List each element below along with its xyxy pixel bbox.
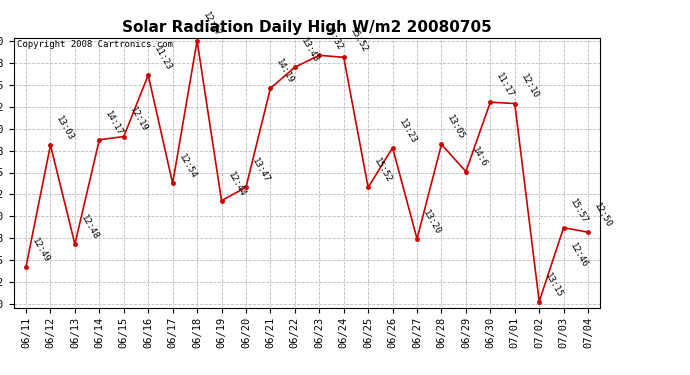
Text: 14:17: 14:17 [104, 109, 125, 137]
Text: 12:49: 12:49 [30, 236, 52, 264]
Text: 15:57: 15:57 [568, 197, 589, 225]
Title: Solar Radiation Daily High W/m2 20080705: Solar Radiation Daily High W/m2 20080705 [122, 20, 492, 35]
Text: 13:23: 13:23 [397, 117, 418, 145]
Text: 14:19: 14:19 [275, 58, 296, 86]
Text: 15:52: 15:52 [373, 157, 393, 184]
Text: 15:52: 15:52 [348, 27, 369, 54]
Text: Copyright 2008 Cartronics.com: Copyright 2008 Cartronics.com [17, 40, 172, 49]
Text: 12:10: 12:10 [519, 73, 540, 101]
Text: 11:17: 11:17 [495, 72, 515, 99]
Text: 13:15: 13:15 [543, 271, 564, 299]
Text: 13:47: 13:47 [250, 157, 271, 184]
Text: 12:50: 12:50 [592, 202, 613, 229]
Text: 13:03: 13:03 [55, 114, 76, 142]
Text: 13:43: 13:43 [299, 37, 320, 64]
Text: 13:20: 13:20 [421, 208, 442, 236]
Text: 12:19: 12:19 [128, 106, 149, 134]
Text: 14:6: 14:6 [470, 146, 489, 169]
Text: 12:46: 12:46 [568, 242, 589, 269]
Text: 12:44: 12:44 [226, 170, 247, 198]
Text: 11:23: 11:23 [152, 45, 174, 72]
Text: 12:48: 12:48 [79, 214, 100, 242]
Text: 13:05: 13:05 [446, 114, 467, 142]
Text: 12:17: 12:17 [201, 10, 222, 38]
Text: 12:54: 12:54 [177, 153, 198, 181]
Text: 11:32: 11:32 [324, 25, 345, 52]
